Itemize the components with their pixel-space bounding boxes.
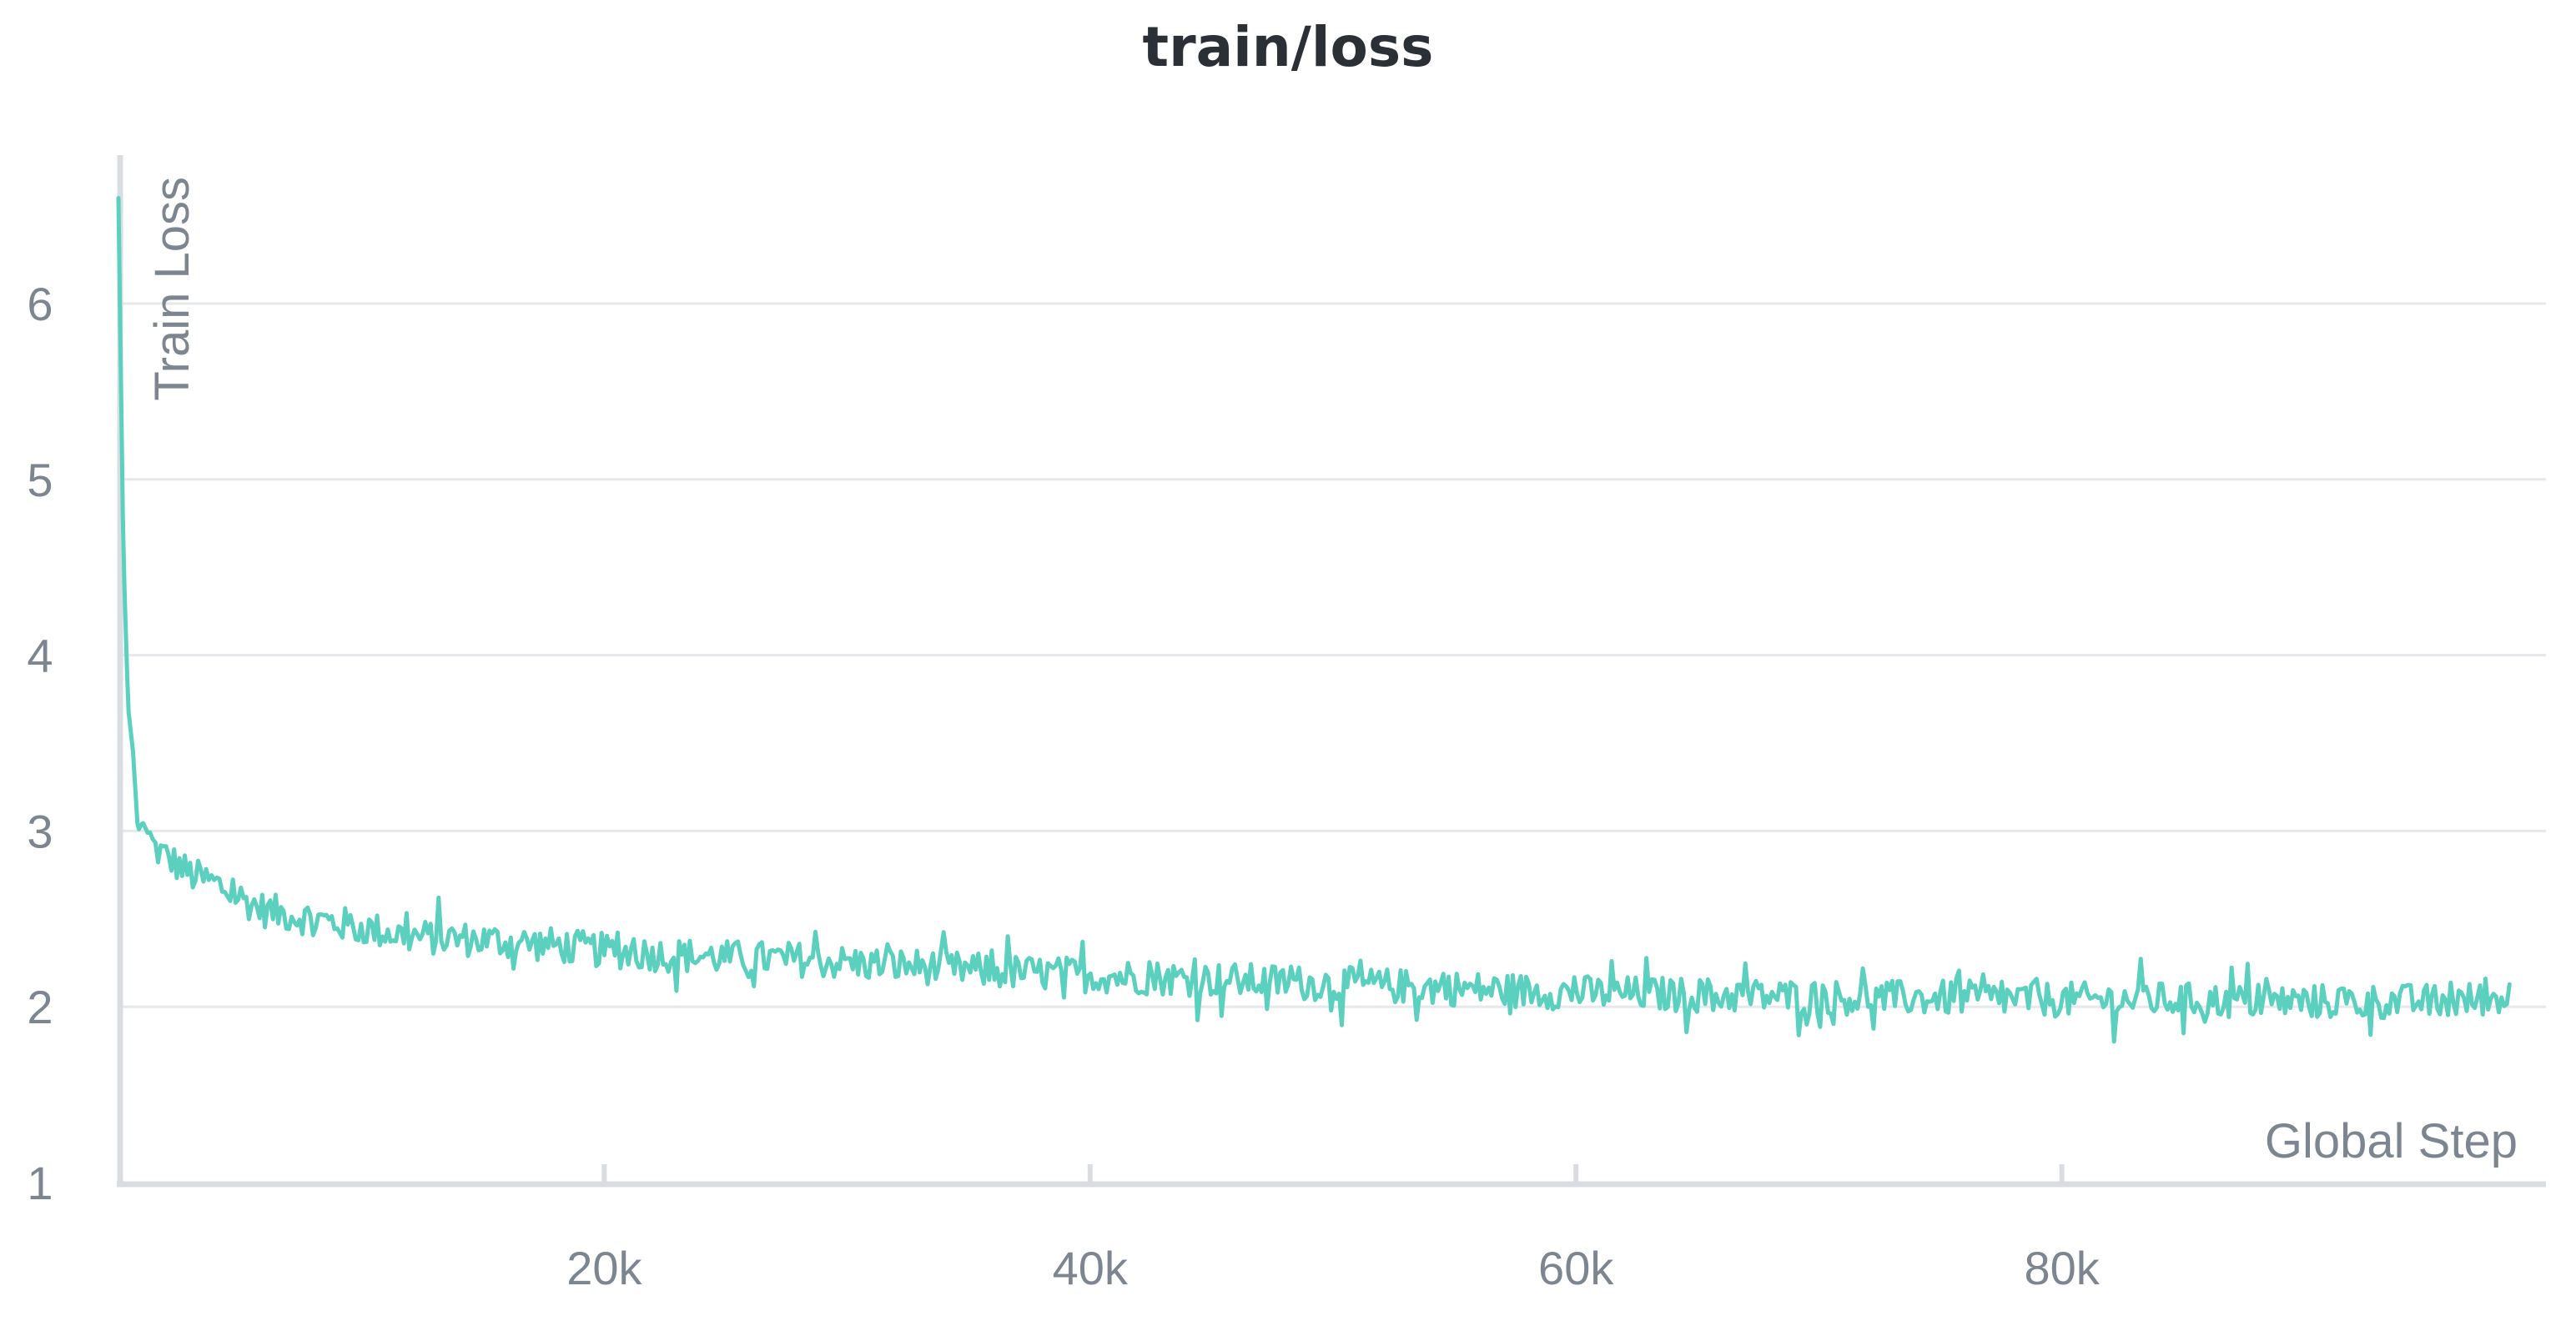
grid-layer bbox=[120, 302, 2546, 1008]
x-tick-label: 20k bbox=[566, 1242, 642, 1294]
y-tick-label: 4 bbox=[27, 630, 53, 682]
y-tick-label: 5 bbox=[27, 454, 53, 506]
x-tick-label: 60k bbox=[1538, 1242, 1614, 1294]
label-layer: 1 2 3 4 5 6 20k 40k 60k 80k Global Step Train Loss bbox=[27, 177, 2518, 1294]
chart-title: train/loss bbox=[1142, 15, 1434, 79]
x-tick-label: 40k bbox=[1053, 1242, 1129, 1294]
x-axis-title: Global Step bbox=[2265, 1114, 2518, 1168]
y-tick-label: 3 bbox=[27, 805, 53, 857]
y-axis-title: Train Loss bbox=[145, 177, 199, 401]
y-tick-label: 1 bbox=[27, 1157, 53, 1209]
series-line-train-loss bbox=[116, 196, 2512, 1044]
x-tick-label: 80k bbox=[2024, 1242, 2100, 1294]
y-tick-label: 6 bbox=[27, 278, 53, 330]
y-tick-label: 2 bbox=[27, 981, 53, 1033]
series-layer bbox=[116, 196, 2512, 1044]
